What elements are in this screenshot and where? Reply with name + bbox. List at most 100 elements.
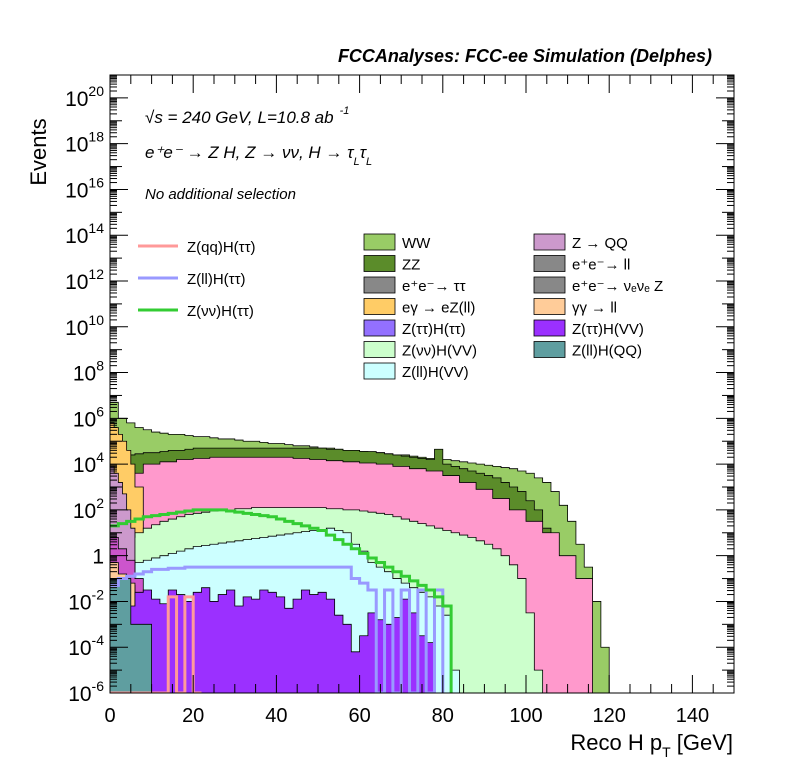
y-axis-label: Events: [26, 118, 51, 185]
y-tick-exp: 18: [88, 129, 104, 145]
line-z-qq-h: [110, 595, 202, 693]
x-axis: 0 20 40 60 80 100 120 140: [104, 75, 735, 727]
x-axis-label: Reco H pT [GeV]: [570, 730, 733, 760]
legend-line-label: Z(νν)H(ττ): [187, 303, 254, 320]
process-sub: L: [354, 156, 360, 168]
process-sub2: L: [366, 156, 372, 168]
legend-box-label: Z → QQ: [572, 235, 628, 252]
energy-annotation: √s = 240 GeV, L=10.8 ab -1: [145, 105, 349, 127]
y-tick-base: 10: [68, 637, 91, 660]
x-axis-label-unit: [GeV]: [671, 730, 733, 755]
legend-box-label: e⁺e⁻→ ττ: [402, 278, 466, 295]
process-text: e⁺e⁻ → Z H, Z → νν, H → τ: [145, 143, 355, 162]
legend-box-label: e⁺e⁻→ ll: [572, 257, 630, 274]
line-z-ll-h: [110, 565, 445, 693]
y-tick-exp: 14: [88, 220, 104, 236]
legend-box-swatch: [363, 276, 396, 294]
legend-box-label: γγ → ll: [572, 300, 617, 317]
y-tick-exp: 2: [96, 495, 104, 511]
legend-box-label: WW: [402, 235, 431, 252]
y-tick-exp: 16: [88, 174, 104, 190]
y-tick-base: 10: [65, 317, 88, 340]
legend-box-swatch: [363, 298, 396, 315]
legend-box-swatch: [533, 276, 566, 294]
x-axis-label-sub: T: [662, 744, 671, 760]
x-axis-label-main: Reco H p: [570, 730, 662, 755]
y-tick-label: 1: [92, 546, 104, 569]
x-tick-label: 40: [265, 705, 287, 727]
process-tau2: τ: [360, 143, 368, 162]
y-tick-label: 104: [73, 449, 104, 477]
y-tick-exp: 20: [88, 83, 104, 99]
y-tick-label: 1020: [65, 83, 104, 111]
legend-box-swatch: [363, 319, 396, 337]
line-layer: [110, 508, 453, 693]
y-tick-label: 10-4: [68, 632, 104, 660]
legend-box-swatch: [363, 255, 396, 272]
y-tick-label: 106: [73, 403, 104, 431]
legend-box-label: Z(ττ)H(ττ): [402, 321, 466, 338]
y-tick-label: 1014: [65, 220, 104, 248]
line-z-h: [110, 508, 453, 693]
y-tick-label: 1016: [65, 174, 104, 202]
legend-line-label: Z(qq)H(ττ): [187, 239, 256, 256]
legend-box-label: e⁺e⁻→ νₑνₑ Z: [572, 278, 663, 295]
legend-box-swatch: [533, 255, 566, 272]
legend-box-label: Z(ττ)H(VV): [572, 321, 644, 338]
y-tick-label: 10-2: [68, 586, 104, 614]
y-tick-exp: -6: [92, 678, 105, 694]
legend-box-swatch: [533, 319, 566, 337]
x-tick-label: 120: [593, 705, 626, 727]
legend-box-label: Z(ll)H(VV): [402, 364, 469, 381]
y-tick-label: 1018: [65, 129, 104, 157]
legend-box-label: Z(νν)H(VV): [402, 343, 477, 360]
y-tick-label: 1012: [65, 266, 104, 294]
y-tick-label: 10-6: [68, 678, 104, 706]
x-tick-label: 140: [676, 705, 709, 727]
x-tick-label: 80: [432, 705, 454, 727]
legend-box-swatch: [363, 362, 396, 380]
legend-box-swatch: [533, 233, 566, 251]
selection-annotation: No additional selection: [145, 186, 296, 203]
y-tick-exp: 6: [96, 403, 104, 419]
legend-box-swatch: [363, 341, 396, 358]
x-tick-label: 60: [348, 705, 370, 727]
y-tick-exp: 4: [96, 449, 104, 465]
legend-box-swatch: [533, 341, 566, 358]
y-tick-base: 10: [68, 591, 91, 614]
legend-box-swatch: [363, 233, 396, 251]
legend: Z(qq)H(ττ) Z(ll)H(ττ) Z(νν)H(ττ) WW ZZ e⁺e⁻→ …: [138, 233, 663, 381]
x-tick-label: 20: [182, 705, 204, 727]
y-tick-exp: 12: [88, 266, 104, 282]
legend-line-label: Z(ll)H(ττ): [187, 271, 246, 288]
y-tick-base: 10: [73, 363, 96, 386]
y-tick-base: 10: [73, 408, 96, 431]
y-tick-base: 10: [65, 179, 88, 202]
y-tick-base: 10: [65, 271, 88, 294]
y-tick-base: 10: [65, 225, 88, 248]
y-tick-base: 10: [73, 454, 96, 477]
chart-title: FCCAnalyses: FCC-ee Simulation (Delphes): [338, 46, 712, 66]
legend-box-swatch: [533, 298, 566, 315]
y-axis: 102010181016101410121010108106104102110-…: [65, 74, 734, 706]
legend-box-label: ZZ: [402, 257, 420, 274]
legend-box-label: eγ → eZ(ll): [402, 300, 475, 317]
energy-text: √s = 240 GeV, L=10.8 ab: [145, 108, 334, 127]
y-tick-base: 10: [65, 88, 88, 111]
y-tick-exp: 10: [88, 312, 104, 328]
y-tick-label: 1010: [65, 312, 104, 340]
y-tick-base: 10: [68, 683, 91, 706]
process-annotation: e⁺e⁻ → Z H, Z → νν, H → τLτL: [145, 143, 372, 168]
y-tick-label: 102: [73, 495, 104, 523]
y-tick-base: 10: [73, 500, 96, 523]
y-tick-label: 108: [73, 358, 104, 386]
y-tick-base: 10: [65, 134, 88, 157]
x-tick-label: 0: [104, 705, 115, 727]
legend-box-label: Z(ll)H(QQ): [572, 343, 642, 360]
y-tick-exp: 8: [96, 358, 104, 374]
energy-exp: -1: [340, 105, 350, 117]
y-tick-exp: -4: [92, 632, 105, 648]
x-tick-label: 100: [509, 705, 542, 727]
y-tick-exp: -2: [92, 586, 105, 602]
